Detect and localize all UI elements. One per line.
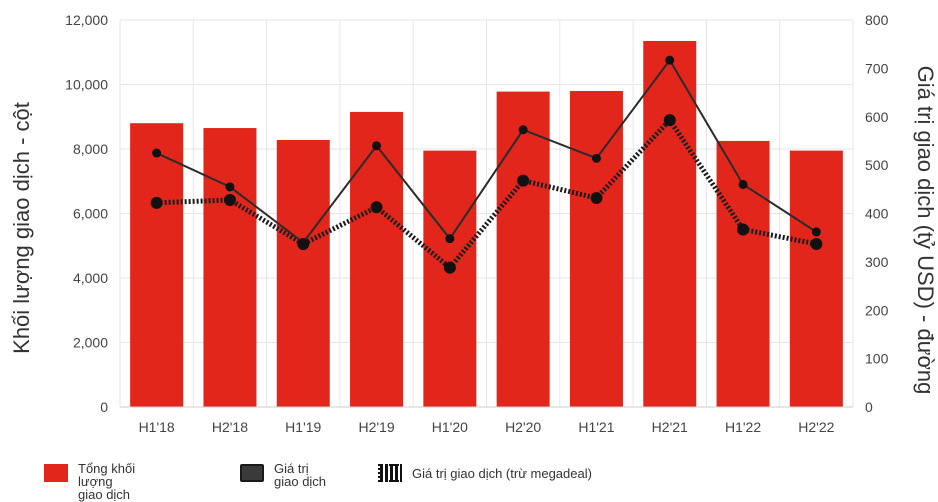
point-solid (811, 227, 821, 237)
point-dotted (443, 261, 456, 274)
y2-tick-label: 100 (865, 351, 889, 367)
y-tick-label: 10,000 (65, 77, 108, 93)
point-solid (738, 179, 748, 189)
legend-label-dotted: Giá trị giao dịch (trừ megadeal) (412, 466, 592, 481)
series-line-dotted (156, 116, 817, 272)
bar (496, 91, 550, 407)
legend-item-bar[interactable]: Tổng khối lượng giao dịch (44, 462, 173, 501)
y2-tick-label: 500 (865, 157, 889, 173)
point-solid (298, 238, 308, 248)
bar (350, 111, 404, 407)
x-tick-label: H2'22 (798, 419, 834, 435)
legend-label-bar-line2: giao dịch (78, 487, 131, 502)
y-axis-title: Khối lượng giao dịch - cột (9, 102, 34, 354)
legend-label-bar: Tổng khối lượng giao dịch (78, 462, 173, 501)
bar (276, 139, 330, 407)
bar-series (130, 40, 843, 408)
point-dotted (517, 174, 530, 187)
grid-lines (119, 19, 854, 408)
point-solid (518, 125, 528, 135)
y-tick-label: 4,000 (73, 270, 108, 286)
point-dotted (737, 223, 750, 236)
point-solid (225, 182, 235, 192)
x-tick-label: H1'22 (725, 419, 761, 435)
point-dotted (150, 196, 163, 209)
axes: 0 2,000 4,000 6,000 8,000 10,000 12,000 0 100 200… (65, 12, 888, 435)
line-series (150, 55, 823, 274)
bar (643, 40, 697, 408)
y-tick-label: 6,000 (73, 206, 108, 222)
point-solid (372, 141, 382, 151)
x-tick-label: H2'18 (212, 419, 248, 435)
legend-swatch-line (240, 464, 264, 482)
bar (423, 150, 477, 408)
legend: Tổng khối lượng giao dịch Giá trị giao d… (44, 462, 924, 501)
y2-tick-label: 600 (865, 109, 889, 125)
legend-label-bar-line1: Tổng khối lượng (78, 461, 136, 489)
bar (130, 123, 184, 407)
y2-tick-label: 700 (865, 60, 889, 76)
combo-chart: 0 2,000 4,000 6,000 8,000 10,000 12,000 0 100 200… (9, 12, 938, 435)
y-tick-label: 8,000 (73, 141, 108, 157)
bar (789, 150, 843, 408)
legend-label-line-line1: Giá trị (274, 461, 309, 476)
point-dotted (810, 237, 823, 250)
y2-tick-label: 400 (865, 206, 889, 222)
point-dotted (663, 114, 676, 127)
legend-item-dotted[interactable]: Giá trị giao dịch (trừ megadeal) (378, 462, 592, 482)
x-tick-label: H1'20 (432, 419, 468, 435)
x-tick-label: H1'21 (578, 419, 614, 435)
point-dotted (223, 193, 236, 206)
y2-tick-label: 200 (865, 302, 889, 318)
y2-tick-label: 300 (865, 254, 889, 270)
point-solid (445, 234, 455, 244)
legend-swatch-dotted (378, 464, 402, 482)
point-dotted (590, 192, 603, 205)
legend-swatch-bar (44, 464, 68, 482)
point-solid (591, 153, 601, 163)
x-tick-label: H1'18 (139, 419, 175, 435)
x-tick-label: H1'19 (285, 419, 321, 435)
y2-axis-title: Giá trị giao dịch (tỷ USD) - đường (913, 66, 938, 395)
y-tick-label: 12,000 (65, 12, 108, 28)
y2-tick-label: 800 (865, 12, 889, 28)
legend-label-line-line2: giao dịch (274, 474, 327, 489)
point-solid (152, 148, 162, 158)
y-tick-label: 2,000 (73, 335, 108, 351)
bar (569, 90, 623, 407)
y2-tick-label: 0 (865, 399, 873, 415)
legend-item-line[interactable]: Giá trị giao dịch (240, 462, 326, 488)
series-line-solid (156, 58, 817, 244)
x-tick-label: H2'20 (505, 419, 541, 435)
point-solid (665, 55, 675, 65)
legend-label-line: Giá trị giao dịch (274, 462, 326, 488)
x-tick-label: H2'21 (652, 419, 688, 435)
bar (203, 128, 257, 407)
point-dotted (370, 201, 383, 214)
y-tick-label: 0 (100, 399, 108, 415)
x-tick-label: H2'19 (358, 419, 394, 435)
